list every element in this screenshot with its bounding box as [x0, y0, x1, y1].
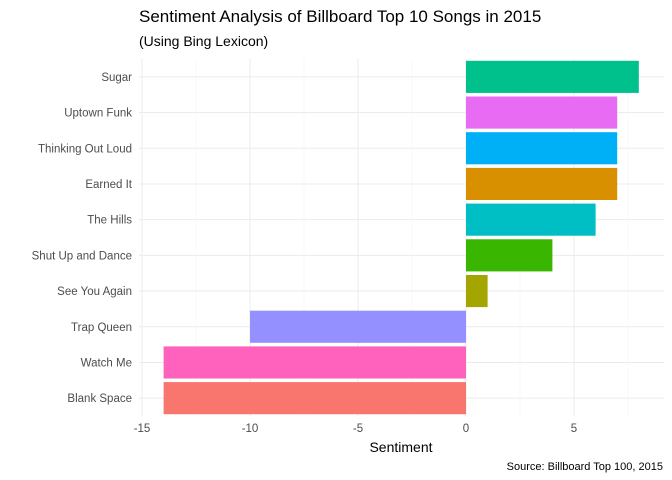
bars	[163, 60, 639, 415]
category-label: Earned It	[85, 179, 132, 191]
bar	[163, 346, 466, 379]
x-tick-label: 0	[463, 423, 469, 435]
bar	[163, 382, 466, 415]
x-tick-label: -10	[242, 423, 259, 435]
category-label: Sugar	[101, 72, 132, 84]
chart-subtitle: (Using Bing Lexicon)	[139, 33, 268, 49]
category-label: Uptown Funk	[64, 108, 132, 120]
category-labels: Sugar Uptown Funk Thinking Out Loud Earned …	[32, 72, 133, 405]
category-label: Shut Up and Dance	[32, 250, 132, 262]
category-label: Thinking Out Loud	[38, 143, 132, 155]
bar	[250, 310, 466, 343]
x-tick-label: -15	[134, 423, 151, 435]
bar	[466, 132, 618, 165]
bar	[466, 167, 618, 201]
category-label: See You Again	[57, 286, 132, 298]
bar	[466, 239, 553, 272]
bar	[466, 96, 618, 129]
x-tick-label: -5	[353, 423, 363, 435]
x-axis-title: Sentiment	[369, 439, 432, 455]
x-tick-label: 5	[571, 423, 577, 435]
category-label: The Hills	[87, 215, 132, 227]
bar	[466, 203, 596, 236]
category-label: Watch Me	[81, 357, 132, 369]
bar	[466, 274, 488, 308]
chart-title: Sentiment Analysis of Billboard Top 10 S…	[139, 7, 541, 26]
bar	[466, 60, 639, 93]
caption: Source: Billboard Top 100, 2015	[507, 461, 663, 473]
category-label: Trap Queen	[71, 322, 132, 334]
category-label: Blank Space	[67, 393, 132, 405]
x-tick-labels: -15 -10 -5 0 5	[134, 423, 578, 435]
